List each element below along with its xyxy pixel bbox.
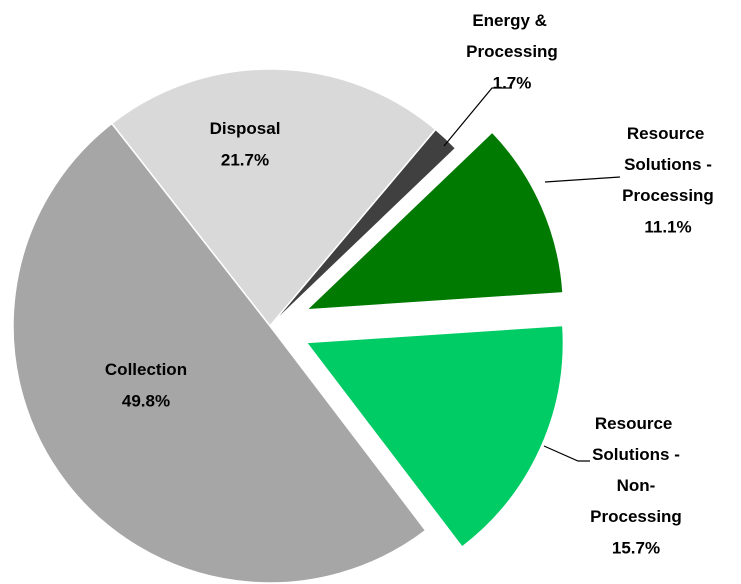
- label-line: Processing: [622, 186, 714, 205]
- value-label: 49.8%: [122, 391, 170, 410]
- label-line: Solutions -: [624, 155, 712, 174]
- label-line: Processing: [590, 507, 682, 526]
- slice-label: Collection: [105, 360, 187, 379]
- value-label: 1.7%: [493, 73, 532, 92]
- label-line: Non-: [617, 476, 656, 495]
- slice-label: Resource Solutions - Non- Processing: [590, 414, 682, 526]
- leader-line: [443, 87, 512, 147]
- label-line: Resource: [595, 414, 677, 433]
- label-line: Solutions -: [592, 445, 680, 464]
- leader-line: [543, 445, 590, 462]
- value-label: 21.7%: [221, 150, 269, 169]
- pie-slice: [110, 68, 437, 328]
- pie-slice: [269, 128, 457, 327]
- label-line: Processing: [466, 42, 558, 61]
- slice-label: Disposal: [210, 119, 281, 138]
- pie-slice: [304, 324, 565, 549]
- label-line: Disposal: [210, 119, 281, 138]
- leader-line: [544, 176, 621, 183]
- slice-label: Resource Solutions - Processing: [622, 124, 714, 205]
- value-label: 15.7%: [612, 538, 660, 557]
- pie-slice: [304, 131, 564, 311]
- pie-slice: [12, 122, 427, 584]
- label-line: Collection: [105, 360, 187, 379]
- value-label: 11.1%: [644, 217, 691, 236]
- label-line: Energy &: [472, 11, 551, 30]
- slice-label: Energy & Processing: [466, 11, 558, 61]
- label-line: Resource: [627, 124, 709, 143]
